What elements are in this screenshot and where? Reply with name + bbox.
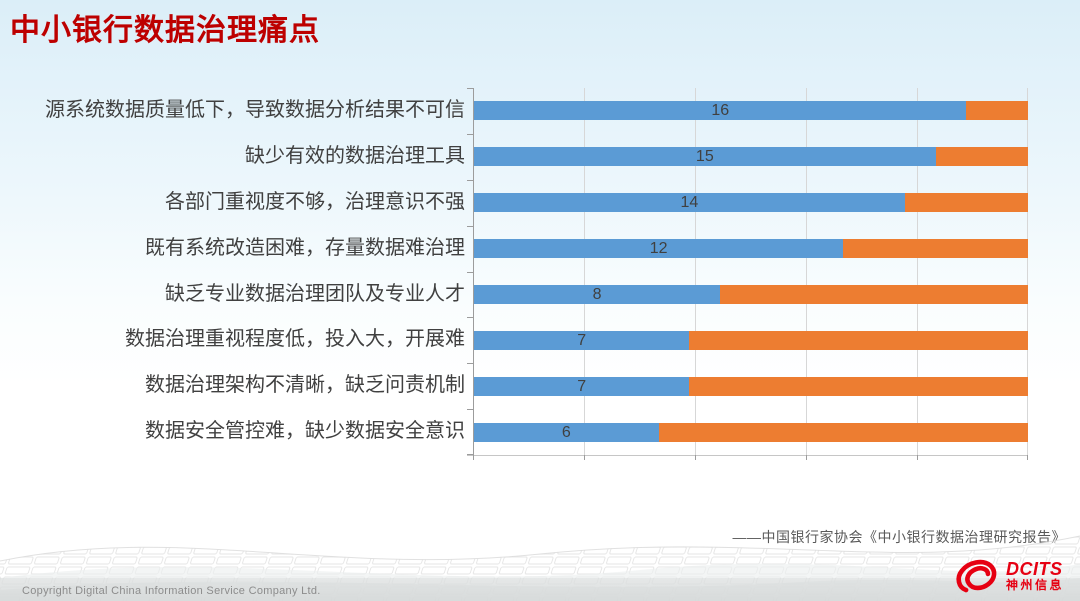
category-label: 源系统数据质量低下，导致数据分析结果不可信 [45, 99, 465, 121]
bar-value-label: 15 [695, 148, 714, 166]
bar-row: 15 [474, 147, 1028, 167]
value-axis-tick [584, 455, 585, 460]
bar-row: 14 [474, 193, 1028, 213]
value-axis-line [467, 455, 1028, 456]
gridline [1027, 88, 1028, 455]
company-logo: DCITS 神州信息 [951, 554, 1064, 598]
category-axis-tick [467, 226, 473, 227]
category-label: 缺少有效的数据治理工具 [245, 144, 465, 167]
category-axis-tick [467, 363, 473, 364]
bar-segment-blue: 8 [474, 284, 721, 304]
category-axis-tick [467, 88, 473, 89]
category-axis-tick [467, 180, 473, 181]
value-axis-tick [473, 455, 474, 460]
plot-area: 16 15 14 12 8 7 7 6 [467, 88, 1028, 460]
dcits-swirl-icon [956, 559, 997, 593]
bar-segment-blue: 7 [474, 330, 690, 350]
bar-row: 7 [474, 376, 1028, 396]
gridline [695, 88, 696, 455]
logo-brand-cn: 神州信息 [1005, 578, 1064, 593]
bar-segment-blue: 15 [474, 147, 936, 167]
value-axis-tick [695, 455, 696, 460]
bar-segment-blue: 12 [474, 239, 844, 259]
bar-segment-orange [843, 239, 1028, 259]
category-label: 既有系统改造困难，存量数据难治理 [145, 236, 465, 259]
bar-segment-orange [689, 376, 1028, 396]
bar-row: 12 [474, 239, 1028, 259]
gridline [806, 88, 807, 455]
value-axis-tick [917, 455, 918, 460]
category-axis-tick [467, 134, 473, 135]
category-label: 各部门重视度不够，治理意识不强 [165, 190, 465, 213]
bar-segment-blue: 6 [474, 422, 659, 442]
page-title: 中小银行数据治理痛点 [10, 14, 320, 47]
bar-row: 6 [474, 422, 1028, 442]
bar-segment-orange [720, 284, 1028, 304]
bar-segment-blue: 14 [474, 193, 905, 213]
category-axis-tick [467, 454, 473, 455]
source-attribution: ——中国银行家协会《中小银行数据治理研究报告》 [732, 529, 1066, 545]
gridline [584, 88, 585, 455]
bar-value-label: 7 [577, 331, 587, 349]
bar-value-label: 7 [577, 377, 587, 395]
value-axis-tick [1027, 455, 1028, 460]
category-axis-tick [467, 317, 473, 318]
category-axis-line [473, 88, 474, 455]
bar-segment-blue: 7 [474, 376, 690, 396]
bar-row: 16 [474, 101, 1028, 121]
category-label: 数据治理架构不清晰，缺乏问责机制 [145, 374, 465, 397]
category-axis-tick [467, 409, 473, 410]
bar-value-label: 16 [711, 102, 730, 120]
value-axis-tick [806, 455, 807, 460]
category-label: 数据治理重视程度低，投入大，开展难 [125, 328, 465, 351]
bar-segment-blue: 16 [474, 101, 967, 121]
footer-bar [0, 578, 1080, 601]
copyright-text: Copyright Digital China Information Serv… [22, 585, 321, 597]
bar-segment-orange [689, 330, 1028, 350]
category-label: 数据安全管控难，缺少数据安全意识 [145, 420, 465, 443]
bar-segment-orange [904, 193, 1028, 213]
logo-brand: DCITS [1005, 558, 1063, 579]
bar-segment-orange [658, 422, 1028, 442]
category-axis-tick [467, 272, 473, 273]
bar-segment-orange [935, 147, 1028, 167]
bar-value-label: 8 [592, 285, 602, 303]
bar-value-label: 12 [649, 240, 668, 258]
bar-segment-orange [966, 101, 1028, 121]
bar-value-label: 14 [680, 194, 699, 212]
gridline [917, 88, 918, 455]
bar-value-label: 6 [561, 423, 571, 441]
bar-row: 8 [474, 284, 1028, 304]
category-label: 缺乏专业数据治理团队及专业人才 [165, 282, 465, 305]
bar-row: 7 [474, 330, 1028, 350]
logo-text: DCITS 神州信息 [1005, 558, 1064, 593]
